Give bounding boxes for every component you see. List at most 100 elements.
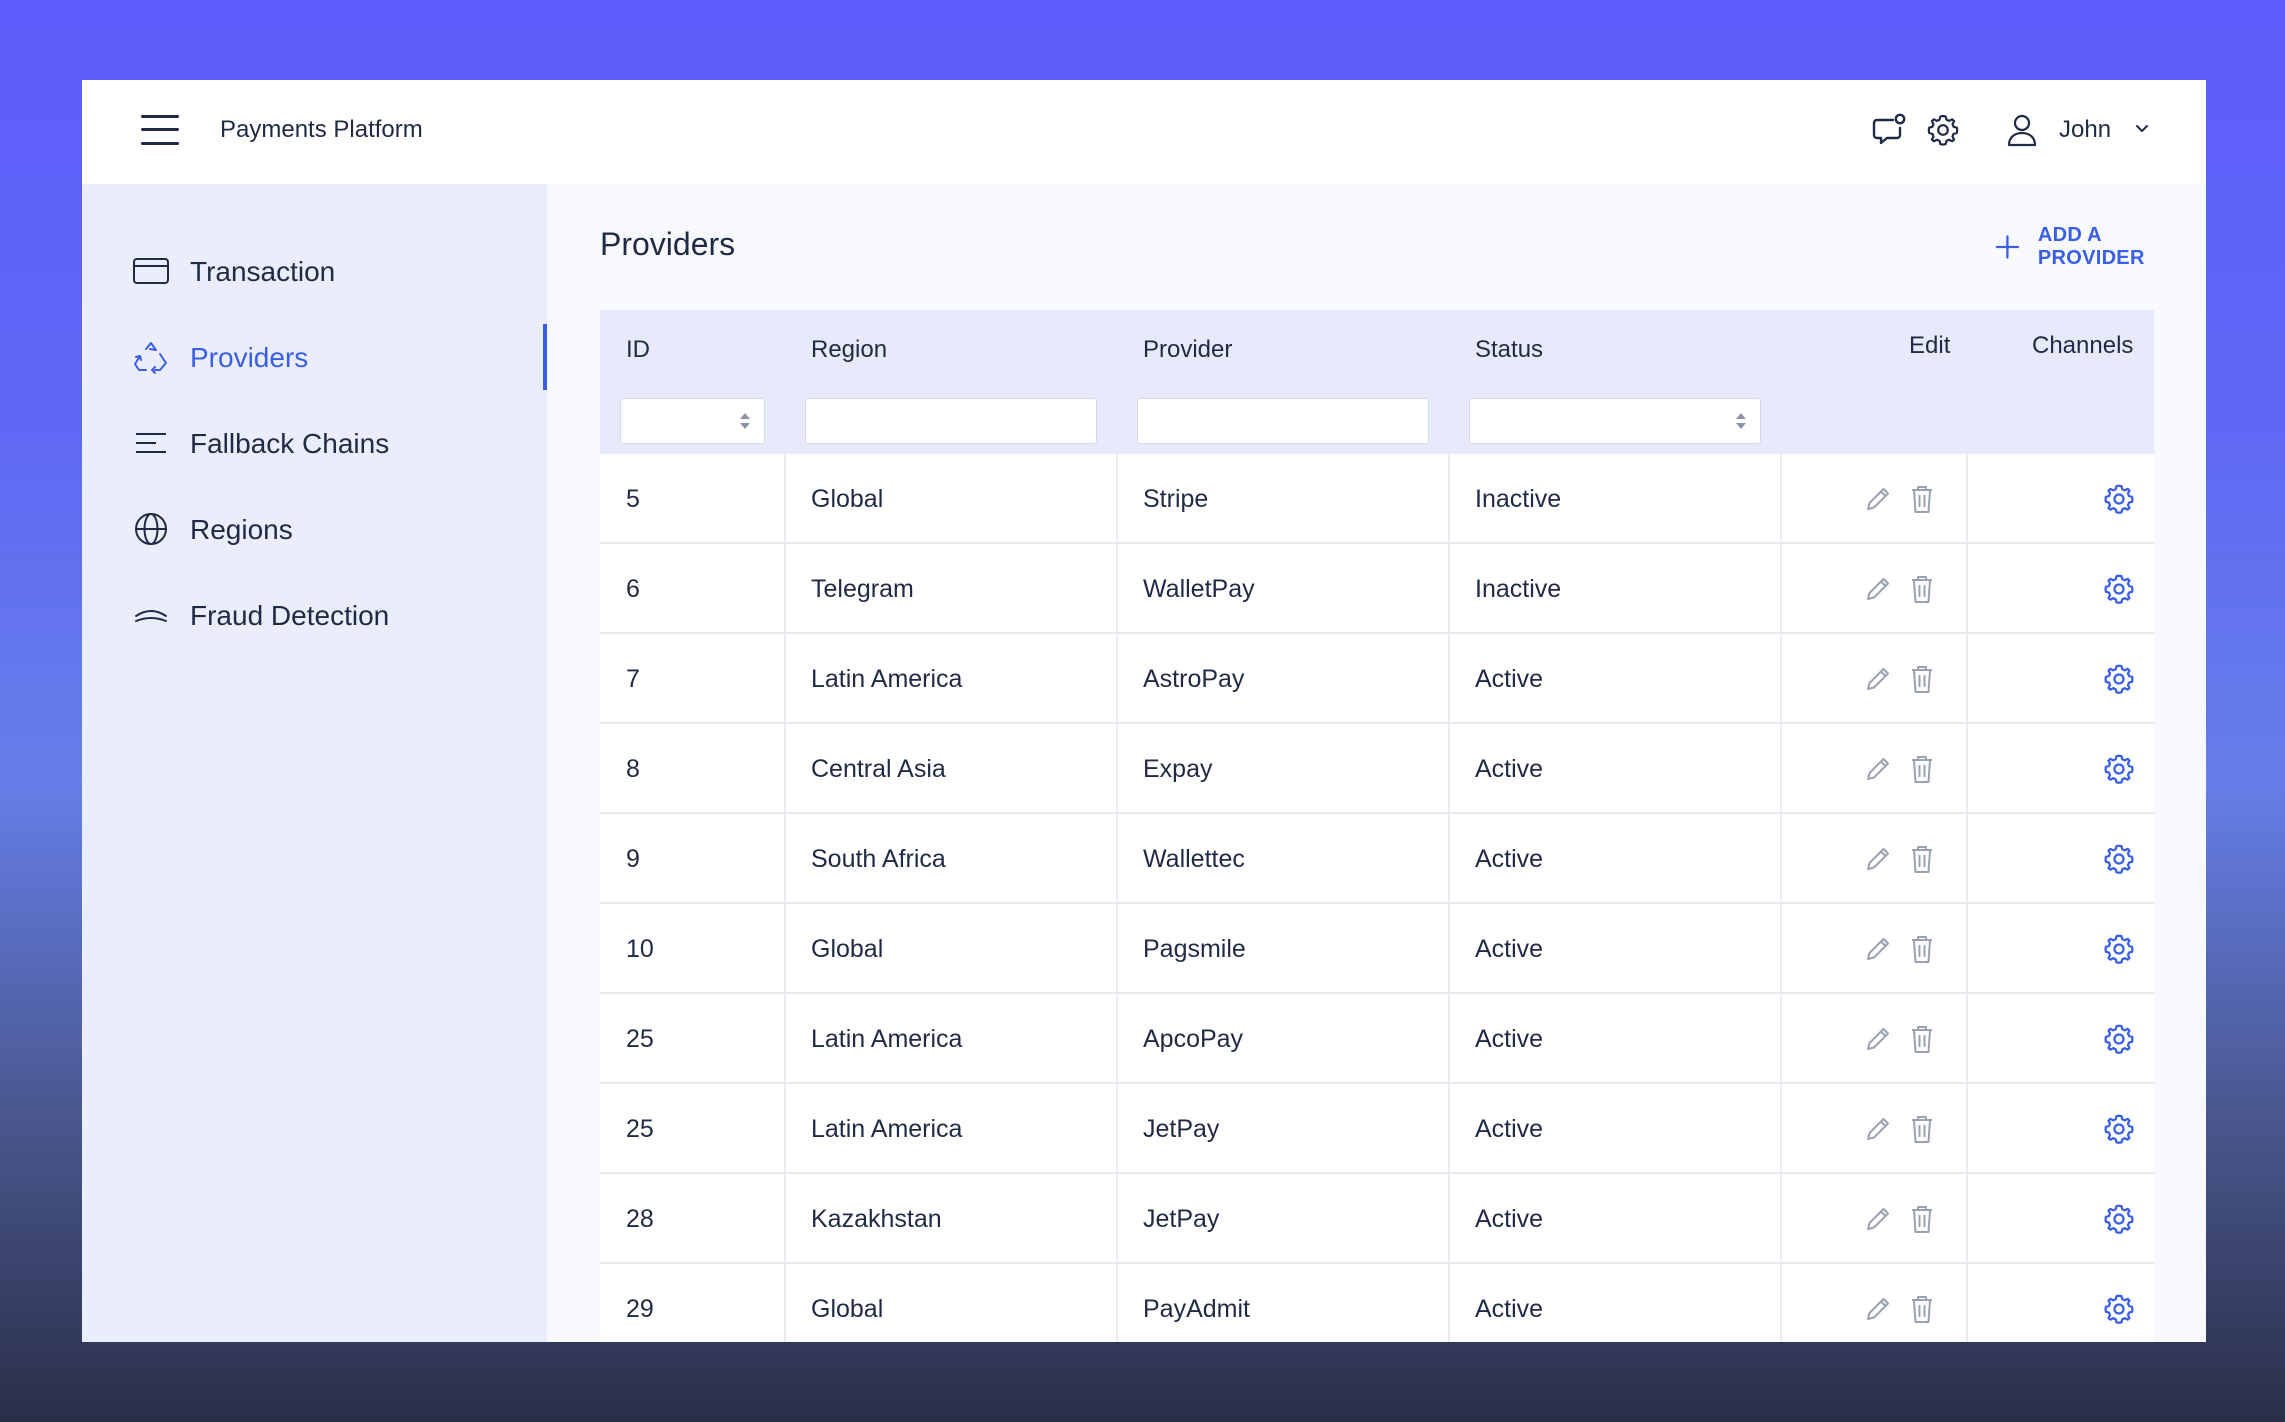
column-header-id[interactable]: ID [626, 336, 650, 363]
edit-cell [1782, 814, 1968, 904]
channels-cell [1968, 724, 2154, 814]
table-row: 29 Global PayAdmit Active [600, 1264, 2154, 1342]
provider-cell: Stripe [1118, 454, 1450, 544]
row-status: Active [1475, 935, 1544, 963]
row-status: Active [1475, 845, 1544, 873]
provider-cell: AstroPay [1118, 634, 1450, 724]
region-cell: Global [786, 1264, 1118, 1342]
trash-icon[interactable] [1907, 1293, 1937, 1325]
id-cell: 5 [600, 454, 786, 544]
row-region: Global [811, 1295, 884, 1323]
settings-icon[interactable] [1925, 112, 1961, 148]
user-icon[interactable] [2004, 112, 2040, 148]
pencil-icon[interactable] [1862, 483, 1892, 515]
region-cell: South Africa [786, 814, 1118, 904]
pencil-icon[interactable] [1862, 1203, 1892, 1235]
region-cell: Latin America [786, 994, 1118, 1084]
row-provider: PayAdmit [1143, 1295, 1250, 1323]
channel-settings-icon[interactable] [2102, 1112, 2136, 1146]
channel-settings-icon[interactable] [2102, 662, 2136, 696]
chevron-down-icon[interactable] [2134, 120, 2150, 136]
trash-icon[interactable] [1907, 843, 1937, 875]
row-region: Central Asia [811, 755, 946, 783]
trash-icon[interactable] [1907, 933, 1937, 965]
provider-filter-input[interactable] [1137, 398, 1429, 444]
pencil-icon[interactable] [1862, 843, 1892, 875]
sidebar-item-regions[interactable]: Regions [82, 496, 547, 562]
channel-settings-icon[interactable] [2102, 1202, 2136, 1236]
channel-settings-icon[interactable] [2102, 932, 2136, 966]
column-header-region[interactable]: Region [811, 336, 888, 363]
row-region: Global [811, 935, 884, 963]
region-cell: Kazakhstan [786, 1174, 1118, 1264]
user-name[interactable]: John [2059, 116, 2112, 143]
status-cell: Active [1450, 904, 1782, 994]
id-cell: 9 [600, 814, 786, 904]
pencil-icon[interactable] [1862, 933, 1892, 965]
trash-icon[interactable] [1907, 483, 1937, 515]
sidebar-item-transaction[interactable]: Transaction [82, 238, 547, 304]
pencil-icon[interactable] [1862, 573, 1892, 605]
status-filter-select[interactable] [1469, 398, 1761, 444]
row-status: Active [1475, 1205, 1544, 1233]
trash-icon[interactable] [1907, 573, 1937, 605]
table-row: 8 Central Asia Expay Active [600, 724, 2154, 814]
id-cell: 29 [600, 1264, 786, 1342]
sidebar-item-fraud-detection[interactable]: Fraud Detection [82, 582, 547, 648]
row-id: 25 [626, 1025, 654, 1053]
channels-cell [1968, 904, 2154, 994]
column-header-provider[interactable]: Provider [1143, 336, 1233, 363]
channel-settings-icon[interactable] [2102, 482, 2136, 516]
sidebar-item-providers[interactable]: Providers [82, 324, 547, 390]
pencil-icon[interactable] [1862, 663, 1892, 695]
table-row: 28 Kazakhstan JetPay Active [600, 1174, 2154, 1264]
row-id: 29 [626, 1295, 654, 1323]
channel-settings-icon[interactable] [2102, 1022, 2136, 1056]
region-cell: Latin America [786, 634, 1118, 724]
trash-icon[interactable] [1907, 663, 1937, 695]
pencil-icon[interactable] [1862, 1023, 1892, 1055]
region-cell: Telegram [786, 544, 1118, 634]
provider-cell: JetPay [1118, 1174, 1450, 1264]
trash-icon[interactable] [1907, 1023, 1937, 1055]
channel-settings-icon[interactable] [2102, 842, 2136, 876]
pencil-icon[interactable] [1862, 1293, 1892, 1325]
trash-icon[interactable] [1907, 753, 1937, 785]
top-bar: Payments Platform John [82, 80, 2206, 184]
status-cell: Inactive [1450, 454, 1782, 544]
status-cell: Active [1450, 1264, 1782, 1342]
channels-cell [1968, 454, 2154, 544]
channels-cell [1968, 1084, 2154, 1174]
row-status: Active [1475, 1295, 1544, 1323]
trash-icon[interactable] [1907, 1203, 1937, 1235]
trash-icon[interactable] [1907, 1113, 1937, 1145]
row-region: Kazakhstan [811, 1205, 942, 1233]
row-provider: ApcoPay [1143, 1025, 1244, 1053]
column-header-status[interactable]: Status [1475, 336, 1544, 363]
sidebar-item-fallback-chains[interactable]: Fallback Chains [82, 410, 547, 476]
channel-settings-icon[interactable] [2102, 572, 2136, 606]
status-cell: Active [1450, 1174, 1782, 1264]
providers-table: ID Region Provider Status Edit Channels [600, 310, 2154, 1342]
region-filter-input[interactable] [805, 398, 1097, 444]
region-cell: Global [786, 904, 1118, 994]
chat-notification-icon[interactable] [1871, 112, 1907, 148]
globe-icon [135, 513, 167, 545]
edit-cell [1782, 994, 1968, 1084]
card-icon [133, 258, 169, 284]
row-id: 7 [626, 665, 640, 693]
sidebar-item-label: Fallback Chains [190, 428, 390, 459]
id-filter-select[interactable] [620, 398, 765, 444]
sidebar: Transaction Providers Fallback Chains [82, 184, 547, 1342]
pencil-icon[interactable] [1862, 753, 1892, 785]
table-row: 25 Latin America JetPay Active [600, 1084, 2154, 1174]
region-cell: Central Asia [786, 724, 1118, 814]
channel-settings-icon[interactable] [2102, 1292, 2136, 1326]
channel-settings-icon[interactable] [2102, 752, 2136, 786]
row-id: 9 [626, 845, 640, 873]
pencil-icon[interactable] [1862, 1113, 1892, 1145]
table-row: 7 Latin America AstroPay Active [600, 634, 2154, 724]
provider-cell: WalletPay [1118, 544, 1450, 634]
menu-icon[interactable] [141, 113, 179, 147]
add-provider-button[interactable]: ADD A PROVIDER [1995, 224, 2206, 269]
